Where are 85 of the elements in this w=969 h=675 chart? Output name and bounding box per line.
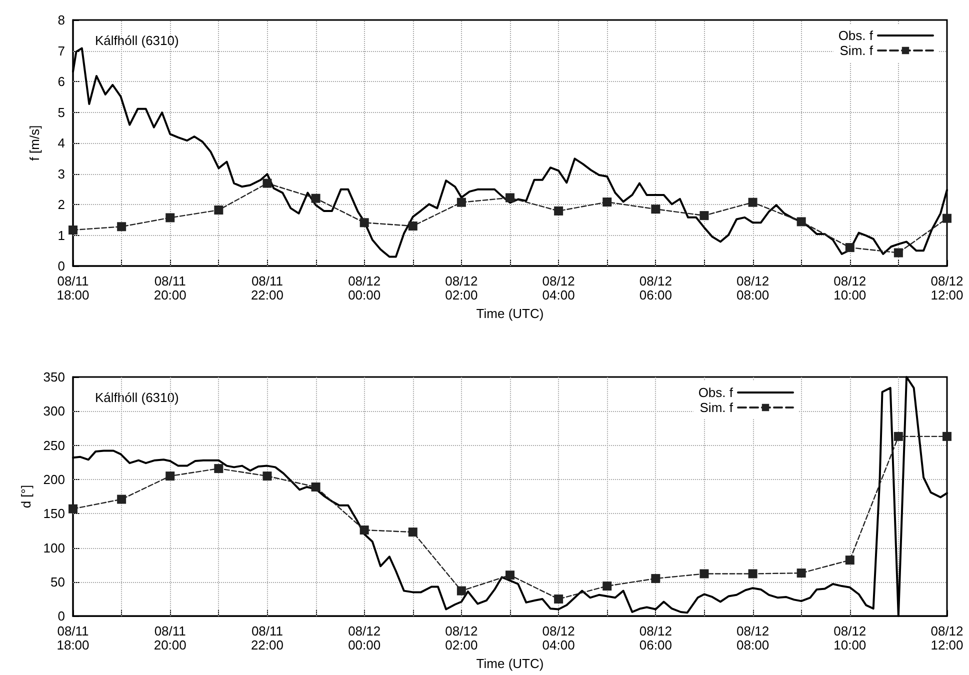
point <box>262 472 272 481</box>
legend-label: Sim. f <box>840 43 874 58</box>
y-axis-title: d [°] <box>18 484 34 508</box>
y-tick-label: 4 <box>58 136 65 150</box>
point <box>748 198 758 207</box>
point <box>262 178 272 188</box>
y-tick-label: 150 <box>43 506 65 522</box>
point <box>117 494 126 504</box>
x-tick-label: 08/11 22:00 <box>250 624 284 653</box>
point <box>651 204 660 214</box>
point <box>360 218 369 228</box>
x-tick-label: 08/11 18:00 <box>56 274 90 302</box>
point <box>214 206 224 215</box>
y-axis-title: f [m/s] <box>27 125 42 161</box>
point <box>311 482 320 492</box>
x-axis-title: Time (UTC) <box>476 306 544 321</box>
point <box>408 222 418 231</box>
x-tick-label: 08/12 06:00 <box>639 274 672 302</box>
point <box>311 194 320 203</box>
point <box>554 594 564 604</box>
x-tick-label: 08/12 10:00 <box>834 274 866 302</box>
x-tick-label: 08/12 02:00 <box>445 274 478 302</box>
x-tick-label: 08/12 02:00 <box>445 624 478 653</box>
y-tick-label: 8 <box>58 12 65 28</box>
y-tick-label: 0 <box>58 258 65 274</box>
annotation: Kálfhóll (6310) <box>95 390 179 405</box>
point <box>845 556 854 565</box>
x-tick-label: 08/11 20:00 <box>154 274 186 302</box>
x-tick-label: 08/12 04:00 <box>542 274 575 302</box>
point <box>602 198 612 207</box>
point <box>117 222 126 232</box>
x-axis-title: Time (UTC) <box>476 656 544 671</box>
point <box>942 214 952 223</box>
y-tick-label: 3 <box>58 166 65 182</box>
y-tick-label: 200 <box>43 472 65 487</box>
y-tick-label: 6 <box>58 74 65 89</box>
x-tick-label: 08/11 18:00 <box>56 624 90 653</box>
y-tick-label: 0 <box>58 608 65 624</box>
point <box>506 570 514 580</box>
x-tick-label: 08/12 12:00 <box>930 274 964 302</box>
y-tick-label: 250 <box>43 438 65 453</box>
point <box>602 582 612 591</box>
y-tick-label: 1 <box>58 228 65 243</box>
x-tick-label: 08/12 00:00 <box>348 274 381 302</box>
y-tick-label: 5 <box>58 104 65 120</box>
point <box>408 528 418 537</box>
point <box>554 206 564 216</box>
y-tick-label: 2 <box>58 197 65 212</box>
legend-label: Obs. f <box>698 385 734 400</box>
point <box>360 526 369 535</box>
point <box>796 217 806 226</box>
point <box>796 568 806 578</box>
point <box>214 464 224 474</box>
point <box>894 432 903 441</box>
x-tick-label: 08/12 08:00 <box>736 274 770 302</box>
y-tick-label: 100 <box>43 540 65 556</box>
x-tick-label: 08/12 04:00 <box>542 624 575 653</box>
x-tick-label: 08/12 00:00 <box>348 624 381 653</box>
legend-label: Obs. f <box>838 28 874 43</box>
point <box>506 193 514 202</box>
x-tick-label: 08/12 10:00 <box>834 624 866 653</box>
y-tick-label: 50 <box>50 574 65 590</box>
point <box>166 472 175 481</box>
x-tick-label: 08/11 20:00 <box>154 624 186 653</box>
point <box>700 569 709 578</box>
y-tick-label: 7 <box>58 43 65 58</box>
annotation: Kálfhóll (6310) <box>95 33 179 48</box>
point <box>700 211 709 220</box>
x-tick-label: 08/12 06:00 <box>639 624 672 653</box>
point <box>845 243 854 252</box>
legend-label: Sim. f <box>700 400 734 415</box>
x-tick-label: 08/11 22:00 <box>250 274 284 302</box>
point <box>456 586 466 596</box>
point <box>166 213 175 222</box>
point <box>651 574 660 584</box>
point <box>748 569 758 578</box>
point <box>68 226 78 235</box>
point <box>894 248 903 258</box>
y-tick-label: 350 <box>43 370 65 384</box>
point <box>68 504 78 514</box>
x-tick-label: 08/12 08:00 <box>736 624 770 653</box>
y-tick-label: 300 <box>43 404 65 419</box>
point <box>942 432 952 441</box>
point <box>456 198 466 207</box>
x-tick-label: 08/12 12:00 <box>930 624 964 653</box>
